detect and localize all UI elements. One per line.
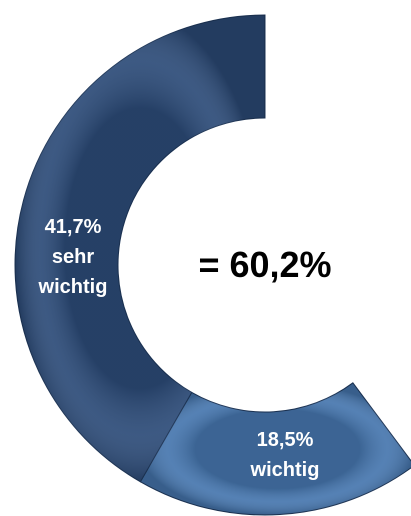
category-label: wichtig — [250, 459, 320, 481]
center-label: = 60,2% — [198, 244, 332, 285]
data-label: 18,5% wichtig — [230, 425, 340, 485]
value-label: 41,7% — [44, 216, 102, 238]
data-label: 41,7% sehr wichtig — [18, 212, 128, 302]
category-label: sehr wichtig — [38, 246, 108, 298]
value-label: 18,5% — [256, 429, 314, 451]
